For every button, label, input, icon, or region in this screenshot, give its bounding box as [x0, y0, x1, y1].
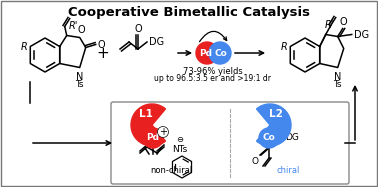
- Text: O: O: [98, 39, 105, 50]
- Text: O: O: [78, 24, 85, 34]
- Wedge shape: [131, 104, 166, 146]
- Text: L2: L2: [269, 109, 283, 119]
- Text: R: R: [20, 42, 27, 52]
- Text: Pd: Pd: [147, 134, 160, 142]
- Text: N: N: [334, 71, 341, 82]
- Text: N: N: [76, 71, 84, 82]
- Text: DG: DG: [285, 134, 299, 142]
- Text: Ts: Ts: [333, 79, 342, 88]
- Text: Cooperative Bimetallic Catalysis: Cooperative Bimetallic Catalysis: [68, 6, 310, 19]
- Text: O: O: [252, 157, 259, 166]
- Text: Co: Co: [215, 48, 228, 57]
- Circle shape: [259, 128, 279, 148]
- Text: Co: Co: [263, 134, 276, 142]
- Circle shape: [196, 42, 218, 64]
- Text: Ts: Ts: [76, 79, 84, 88]
- Text: DG: DG: [149, 37, 164, 47]
- Text: O: O: [134, 24, 142, 34]
- Text: ⊖: ⊖: [177, 134, 183, 143]
- Text: Pd: Pd: [200, 48, 212, 57]
- Text: +: +: [159, 127, 167, 137]
- Text: O: O: [340, 16, 347, 27]
- Text: DG: DG: [354, 30, 369, 39]
- Text: R: R: [280, 42, 287, 52]
- Wedge shape: [257, 104, 291, 146]
- Circle shape: [143, 128, 163, 148]
- Text: chiral: chiral: [277, 166, 300, 175]
- Text: 73-96% yields: 73-96% yields: [183, 67, 243, 76]
- Text: R': R': [69, 21, 78, 30]
- Text: up to 96.5:3.5 er and >19:1 dr: up to 96.5:3.5 er and >19:1 dr: [155, 74, 271, 83]
- Text: non-chiral: non-chiral: [150, 166, 193, 175]
- FancyBboxPatch shape: [111, 102, 349, 184]
- Circle shape: [209, 42, 231, 64]
- Text: NTs: NTs: [172, 145, 187, 154]
- Text: L1: L1: [139, 109, 153, 119]
- FancyArrowPatch shape: [200, 31, 227, 42]
- Text: R': R': [325, 19, 334, 30]
- Text: +: +: [97, 45, 109, 61]
